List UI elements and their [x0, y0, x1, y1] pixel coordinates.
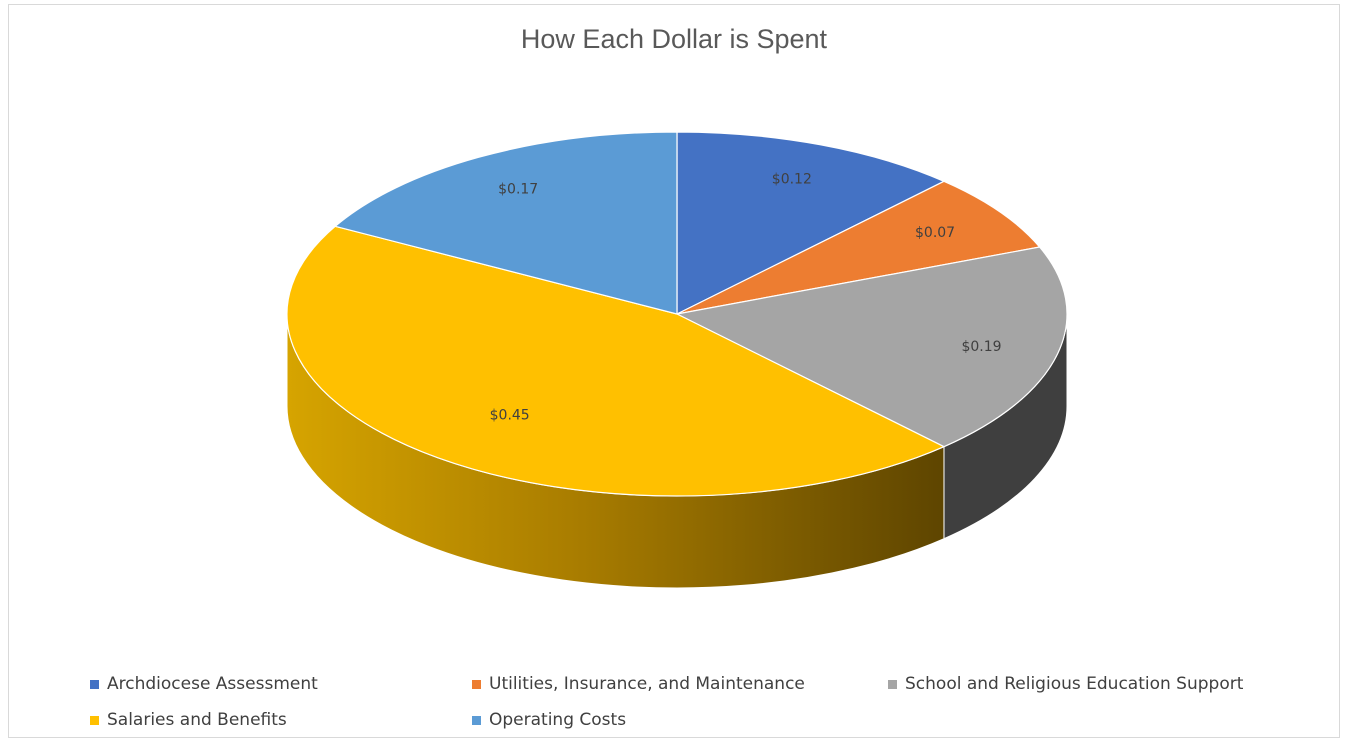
- legend-label: Salaries and Benefits: [107, 710, 287, 730]
- data-label-salaries-and-benefits: $0.45: [490, 408, 530, 424]
- legend-label: Archdiocese Assessment: [107, 674, 318, 694]
- pie-slice-archdiocese-assessment: [676, 131, 946, 315]
- legend-label: Operating Costs: [489, 710, 627, 730]
- legend-swatch: [472, 715, 481, 725]
- legend-swatch: [472, 679, 481, 689]
- legend-item-utilities-insurance-and-maintenance: Utilities, Insurance, and Maintenance: [472, 674, 805, 694]
- pie-slice-utilities-insurance-and-maintenance: [676, 180, 1041, 315]
- legend-item-school-and-religious-education-support: School and Religious Education Support: [888, 674, 1243, 694]
- data-label-archdiocese-assessment: $0.12: [772, 172, 812, 188]
- pie-tops: [286, 131, 1068, 497]
- legend-label: Utilities, Insurance, and Maintenance: [489, 674, 805, 694]
- legend-swatch: [90, 679, 99, 689]
- legend-swatch: [888, 679, 897, 689]
- pie-slice-school-and-religious-education-support: [675, 246, 1068, 448]
- legend: Archdiocese Assessment Utilities, Insuran…: [0, 660, 1348, 740]
- pie-slice-salaries-and-benefits: [286, 225, 946, 497]
- legend-item-operating-costs: Operating Costs: [472, 710, 626, 730]
- legend-item-salaries-and-benefits: Salaries and Benefits: [90, 710, 287, 730]
- legend-swatch: [90, 715, 99, 725]
- legend-label: School and Religious Education Support: [905, 674, 1244, 694]
- data-label-utilities-insurance-and-maintenance: $0.07: [915, 225, 955, 241]
- pie-labels: $0.12 $0.07 $0.19 $0.45 $0.17: [490, 172, 1002, 424]
- data-label-school-and-religious-education-support: $0.19: [961, 339, 1001, 355]
- pie-slice-operating-costs: [333, 131, 678, 315]
- data-label-operating-costs: $0.17: [498, 182, 538, 198]
- chart-title: How Each Dollar is Spent: [520, 24, 828, 54]
- legend-item-archdiocese-assessment: Archdiocese Assessment: [90, 674, 318, 694]
